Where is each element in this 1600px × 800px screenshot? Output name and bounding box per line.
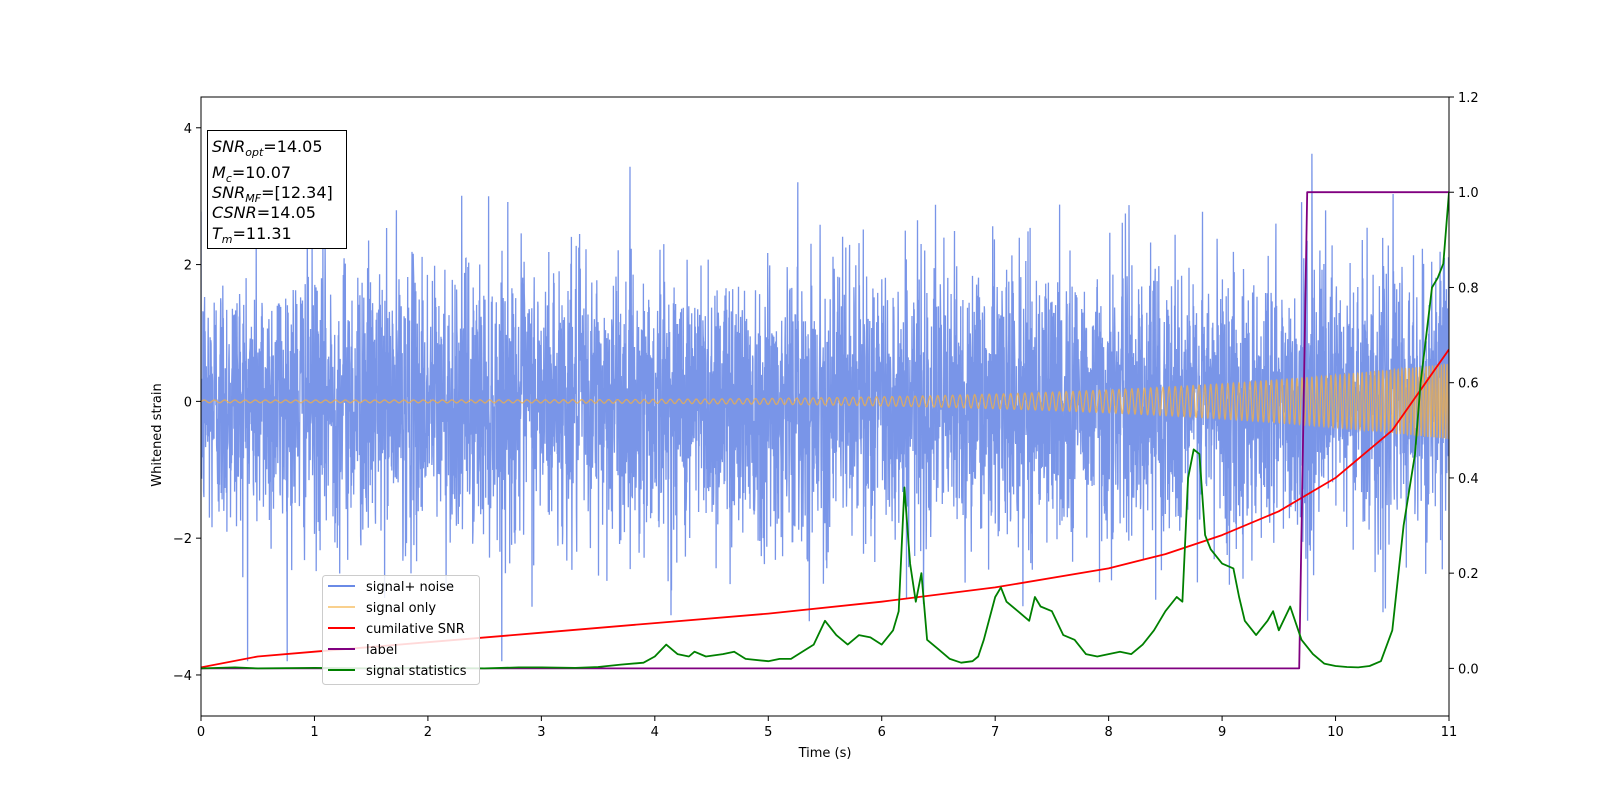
y2-tick-label: 0.8 — [1458, 281, 1479, 296]
x-tick-label: 10 — [1327, 725, 1344, 740]
legend-label-cumulative-snr: cumilative SNR — [366, 622, 465, 637]
x-tick-label: 0 — [197, 725, 205, 740]
y-tick-label: 4 — [184, 122, 192, 137]
y2-tick-label: 0.0 — [1458, 662, 1479, 677]
signal-only-line — [201, 363, 1449, 439]
y-tick-label: −4 — [173, 669, 192, 684]
info-csnr: CSNR=14.05 — [212, 203, 316, 222]
legend-label-label: label — [366, 643, 397, 658]
legend-frame — [322, 575, 480, 685]
info-box-frame — [207, 130, 347, 249]
info-tm: Tm=11.31 — [212, 224, 292, 246]
legend-label-signal-only: signal only — [366, 601, 436, 616]
x-tick-label: 1 — [310, 725, 318, 740]
y-axis-label: Whitened strain — [150, 383, 165, 486]
signal-noise-series — [201, 153, 1449, 662]
x-tick-label: 5 — [764, 725, 772, 740]
y-tick-label: −2 — [173, 532, 192, 547]
y2-tick-label: 0.2 — [1458, 567, 1479, 582]
info-snr-opt: SNRopt=14.05 — [212, 137, 323, 159]
signal-statistics-line — [201, 192, 1449, 670]
x-tick-label: 3 — [537, 725, 545, 740]
x-tick-label: 7 — [991, 725, 999, 740]
y2-tick-label: 0.6 — [1458, 377, 1479, 392]
x-tick-label: 8 — [1104, 725, 1112, 740]
legend: signal+ noise signal only cumilative SNR… — [322, 575, 480, 685]
y2-tick-label: 0.4 — [1458, 472, 1479, 487]
signal-noise-line — [201, 153, 1449, 662]
y2-tick-label: 1.0 — [1458, 186, 1479, 201]
info-mc: Mc=10.07 — [212, 163, 291, 185]
x-tick-label: 4 — [651, 725, 659, 740]
y-tick-label: 2 — [184, 259, 192, 274]
y2-axis-ticks: 0.0 0.2 0.4 0.6 0.8 1.0 1.2 — [1449, 91, 1479, 677]
signal-only-series — [201, 363, 1449, 439]
x-axis-ticks: 0 1 2 3 4 5 6 7 8 9 10 11 — [197, 716, 1457, 740]
y-tick-label: 0 — [184, 395, 192, 410]
y-axis-ticks: −4 −2 0 2 4 — [173, 122, 201, 684]
info-box: SNRopt=14.05 Mc=10.07 SNRMF=[12.34] CSNR… — [207, 130, 347, 249]
legend-label-signal-statistics: signal statistics — [366, 664, 467, 679]
x-tick-label: 11 — [1441, 725, 1458, 740]
info-snr-mf: SNRMF=[12.34] — [212, 183, 333, 205]
y2-tick-label: 1.2 — [1458, 91, 1479, 106]
legend-label-signal-noise: signal+ noise — [366, 580, 454, 595]
x-tick-label: 6 — [878, 725, 886, 740]
x-tick-label: 9 — [1218, 725, 1226, 740]
x-tick-label: 2 — [424, 725, 432, 740]
label-line — [201, 191, 1449, 670]
plot-frame — [200, 96, 1450, 717]
x-axis-label: Time (s) — [798, 746, 852, 761]
